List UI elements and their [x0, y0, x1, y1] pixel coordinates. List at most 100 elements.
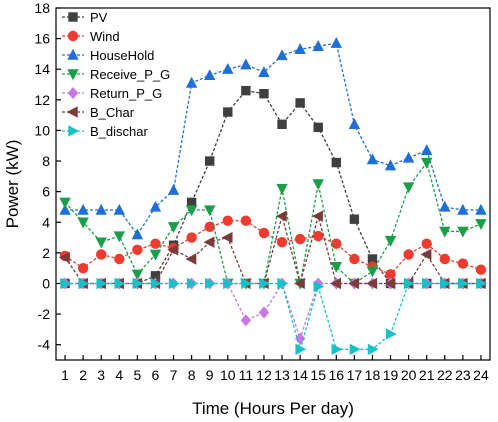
- x-tick-label: 4: [115, 367, 123, 383]
- data-point: [77, 203, 89, 215]
- legend-item: B_Char: [62, 105, 135, 120]
- data-point: [312, 40, 324, 51]
- data-point: [403, 277, 415, 290]
- x-tick-label: 6: [152, 367, 160, 383]
- legend-marker: [67, 30, 79, 42]
- x-tick-label: 2: [79, 367, 87, 383]
- x-axis-title: Time (Hours Per day): [192, 399, 354, 418]
- series-b-char: [58, 210, 486, 290]
- y-tick-label: 0: [42, 275, 50, 291]
- x-tick-label: 12: [256, 367, 272, 383]
- series-line: [65, 281, 481, 341]
- data-point: [349, 253, 360, 265]
- data-point: [348, 118, 361, 130]
- data-point: [475, 264, 487, 275]
- series-b-dischar: [60, 277, 488, 355]
- data-point: [113, 231, 125, 243]
- data-point: [403, 249, 414, 260]
- data-point: [330, 277, 341, 290]
- y-tick-label: 16: [34, 31, 50, 47]
- data-point: [295, 98, 305, 108]
- data-point: [59, 197, 71, 209]
- data-point: [240, 215, 252, 226]
- data-point: [366, 153, 379, 165]
- x-tick-label: 8: [188, 367, 196, 383]
- data-point: [167, 183, 180, 195]
- data-point: [258, 306, 270, 319]
- data-point: [385, 269, 396, 280]
- data-point: [422, 277, 433, 290]
- data-point: [131, 228, 144, 240]
- legend-marker: [68, 12, 78, 22]
- data-point: [150, 271, 161, 281]
- data-point: [95, 203, 107, 215]
- data-point: [258, 66, 270, 77]
- data-point: [113, 203, 125, 215]
- data-point: [223, 107, 233, 117]
- data-point: [149, 249, 162, 261]
- y-axis: -4 -2 0 2 4 6 8 10 12 14 16 18: [34, 0, 61, 353]
- x-tick-label: 18: [365, 367, 381, 383]
- data-point: [402, 151, 415, 163]
- x-tick-label: 16: [329, 367, 345, 383]
- data-point: [458, 277, 470, 290]
- legend-item: HouseHold: [62, 48, 154, 63]
- legend-marker: [67, 87, 79, 99]
- data-point: [203, 236, 215, 248]
- data-point: [150, 277, 162, 290]
- x-tick-label: 21: [419, 367, 435, 383]
- data-point: [475, 203, 487, 215]
- data-point: [150, 238, 161, 249]
- y-tick-label: 2: [42, 245, 50, 261]
- data-point: [439, 226, 451, 238]
- data-point: [313, 122, 323, 133]
- legend-label: Wind: [90, 29, 120, 44]
- data-point: [276, 49, 288, 61]
- data-point: [259, 89, 269, 99]
- data-point: [331, 157, 341, 168]
- data-point: [330, 261, 342, 273]
- data-point: [240, 58, 252, 70]
- data-point: [384, 159, 397, 171]
- data-point: [349, 214, 360, 224]
- legend-item: Return_P_G: [62, 86, 162, 101]
- data-point: [223, 277, 234, 290]
- x-tick-label: 24: [473, 367, 489, 383]
- y-tick-label: 10: [34, 122, 50, 138]
- data-point: [204, 69, 216, 81]
- data-point: [77, 217, 89, 229]
- data-point: [348, 277, 360, 290]
- x-tick-label: 22: [437, 367, 453, 383]
- data-point: [167, 222, 180, 234]
- series-line: [64, 161, 482, 285]
- data-point: [185, 253, 197, 265]
- data-point: [384, 277, 396, 290]
- data-point: [475, 219, 487, 230]
- data-point: [205, 156, 215, 166]
- legend-marker: [68, 125, 80, 137]
- data-point: [277, 119, 287, 130]
- data-point: [132, 244, 143, 256]
- data-point: [149, 200, 162, 212]
- x-tick-label: 20: [401, 367, 417, 383]
- data-point: [293, 277, 305, 290]
- data-point: [131, 269, 144, 281]
- data-point: [276, 183, 288, 195]
- data-point: [312, 179, 324, 191]
- data-point: [204, 221, 215, 233]
- data-point: [367, 254, 378, 264]
- plot-frame: [55, 7, 491, 361]
- data-point: [258, 227, 270, 239]
- data-point: [241, 277, 253, 290]
- data-point: [78, 277, 90, 290]
- legend: PV Wind HouseHold Receive_P_G Return_P_G B_Ch…: [62, 10, 170, 139]
- data-point: [294, 43, 306, 55]
- data-point: [457, 203, 469, 215]
- legend-label: Return_P_G: [90, 86, 162, 101]
- x-tick-label: 15: [310, 367, 326, 383]
- y-axis-title: Power (kW): [3, 140, 22, 229]
- series-receive-p-g: [59, 157, 487, 290]
- data-point: [186, 197, 197, 208]
- data-point: [222, 215, 233, 226]
- series-line: [64, 213, 481, 286]
